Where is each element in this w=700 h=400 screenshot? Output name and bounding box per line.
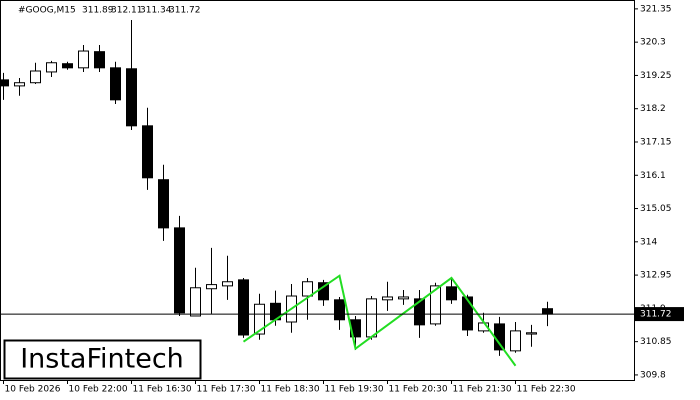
candle-body <box>222 281 233 287</box>
candle-body <box>446 286 457 301</box>
y-tick-label: 320.3 <box>640 38 666 48</box>
x-tick-label: 11 Feb 16:30 <box>133 385 192 395</box>
candle-body <box>398 296 409 300</box>
candle-body <box>366 298 377 338</box>
y-tick-label: 310.85 <box>640 337 672 347</box>
y-tick-label: 312.95 <box>640 271 672 281</box>
y-tick-label: 314 <box>640 237 657 247</box>
y-tick-label: 309.8 <box>640 370 666 380</box>
candle-body <box>334 299 345 321</box>
candle-body <box>14 82 25 87</box>
candle-body <box>238 279 249 336</box>
header: #GOOG,M15 <box>18 6 76 16</box>
candle-body <box>462 296 473 331</box>
candle-body <box>494 323 505 351</box>
x-tick-label: 11 Feb 22:30 <box>517 385 576 395</box>
header-value: 311.89 <box>82 6 114 16</box>
candle-body <box>126 68 137 127</box>
x-tick-label: 10 Feb 22:00 <box>69 385 128 395</box>
candle-body <box>190 287 201 317</box>
y-tick-label: 315.05 <box>640 204 672 214</box>
x-tick-label: 11 Feb 17:30 <box>197 385 256 395</box>
y-tick-label: 318.2 <box>640 104 666 114</box>
x-tick-label: 10 Feb 2026 <box>5 385 61 395</box>
x-tick-label: 11 Feb 20:30 <box>389 385 448 395</box>
header-value: 311.72 <box>169 6 201 16</box>
candle-body <box>30 70 41 84</box>
price-label-box <box>634 307 684 322</box>
header-value: 312.11 <box>111 6 143 16</box>
y-tick-label: 319.25 <box>640 71 672 81</box>
candle-body <box>78 50 89 69</box>
x-tick-label: 11 Feb 19:30 <box>325 385 384 395</box>
candle-body <box>110 67 121 101</box>
candle-body <box>62 63 73 69</box>
header-value: 311.34 <box>140 6 172 16</box>
candle-body <box>158 179 169 229</box>
candle-body <box>302 281 313 297</box>
candle-body <box>46 62 57 73</box>
candle-body <box>510 330 521 352</box>
plot-frame <box>0 0 635 381</box>
candle-body <box>414 298 425 326</box>
price-label: 311.72 <box>640 310 672 320</box>
y-tick-label: 316.1 <box>640 171 666 181</box>
y-tick-label: 321.35 <box>640 4 672 14</box>
x-tick-label: 11 Feb 18:30 <box>261 385 320 395</box>
candle-body <box>0 79 9 87</box>
candle-body <box>142 125 153 179</box>
candle-body <box>254 303 265 335</box>
candle-body <box>430 285 441 325</box>
logo: InstaFintech <box>20 344 184 375</box>
candle-body <box>526 332 537 335</box>
candle-body <box>382 296 393 301</box>
y-tick-label: 317.15 <box>640 137 672 147</box>
candle-body <box>94 51 105 69</box>
x-tick-label: 11 Feb 21:30 <box>453 385 512 395</box>
logo-box <box>3 339 202 380</box>
pattern-line <box>242 274 517 367</box>
symbol: #GOOG,M15 <box>18 6 76 16</box>
candle-body <box>174 227 185 314</box>
candle-body <box>206 284 217 290</box>
candle-body <box>542 308 553 315</box>
